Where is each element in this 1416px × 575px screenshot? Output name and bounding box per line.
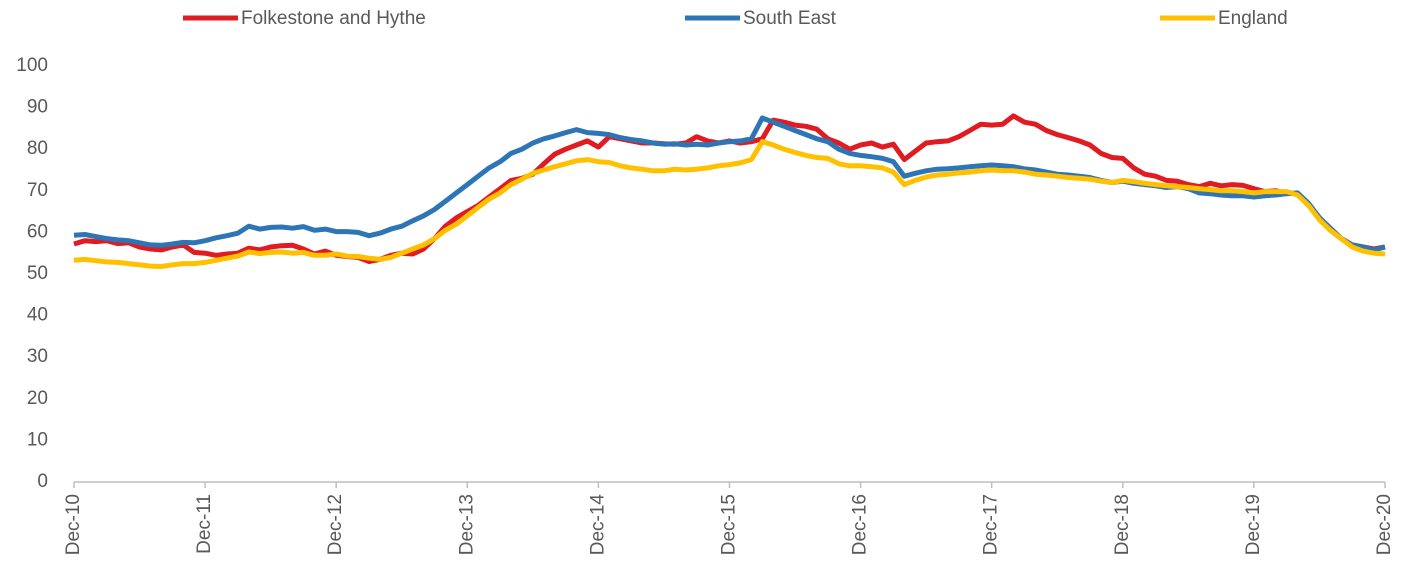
y-tick-label: 20 — [27, 388, 48, 409]
legend-label: England — [1218, 8, 1288, 29]
y-tick-label: 40 — [27, 305, 48, 326]
legend-label: Folkestone and Hythe — [241, 8, 426, 29]
x-tick-label: Dec-12 — [325, 494, 346, 555]
x-tick-label: Dec-20 — [1374, 494, 1395, 555]
x-tick-label: Dec-18 — [1112, 494, 1133, 555]
y-tick-label: 10 — [27, 429, 48, 450]
y-tick-label: 90 — [27, 97, 48, 118]
x-tick-label: Dec-16 — [850, 494, 871, 555]
x-tick-label: Dec-19 — [1243, 494, 1264, 555]
y-tick-label: 30 — [27, 346, 48, 367]
y-tick-label: 70 — [27, 180, 48, 201]
x-tick-label: Dec-11 — [194, 494, 215, 554]
x-tick-label: Dec-10 — [63, 494, 84, 555]
series-line — [73, 139, 1386, 269]
x-tick-label: Dec-15 — [719, 494, 740, 555]
y-tick-label: 0 — [37, 471, 48, 492]
x-tick-label: Dec-13 — [456, 494, 477, 555]
x-tick-label: Dec-14 — [587, 494, 608, 556]
y-tick-label: 60 — [27, 221, 48, 242]
y-tick-label: 100 — [16, 55, 48, 76]
y-tick-label: 80 — [27, 138, 48, 159]
legend-label: South East — [743, 8, 837, 29]
y-tick-label: 50 — [27, 263, 48, 284]
x-tick-label: Dec-17 — [981, 494, 1002, 555]
